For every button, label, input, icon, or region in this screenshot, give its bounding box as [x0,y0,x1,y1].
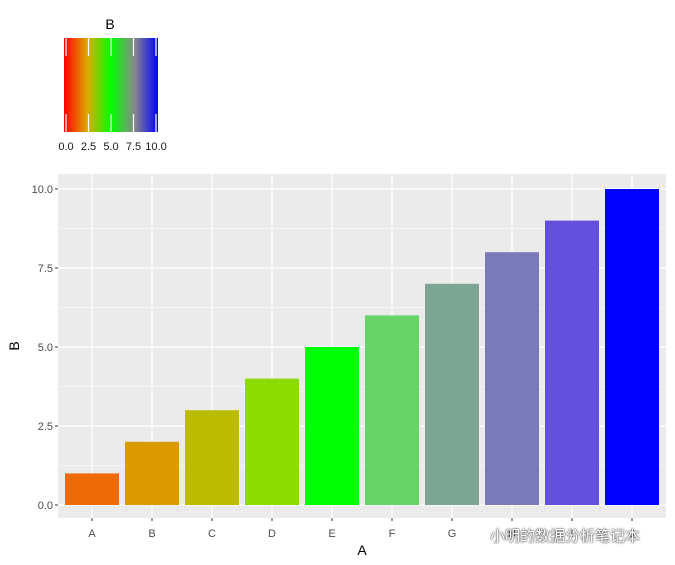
y-tick-label: 5.0 [38,342,53,354]
y-tick-label: 10.0 [32,184,53,196]
bar-G [425,283,479,505]
legend-ticks [65,38,157,132]
x-tick-label: C [208,528,216,540]
bar-D [245,378,299,505]
x-tick-label: B [148,528,155,540]
y-tick-label: 0.0 [38,500,53,512]
bars [65,189,659,505]
wechat-icon [465,526,485,543]
x-tick-label: F [389,528,396,540]
watermark-text: 小明的数据分析笔记本 [490,526,641,545]
x-tick-label: A [88,528,96,540]
y-tick-label: 7.5 [38,263,53,275]
watermark: 小明的数据分析笔记本 [465,524,640,546]
legend-labels: 0.0 2.5 5.0 7.5 10.0 [58,141,166,153]
legend-label: 7.5 [126,141,141,153]
bar-B [125,441,179,505]
bar-C [185,410,239,505]
legend-label: 5.0 [103,141,118,153]
legend-title: B [105,16,114,32]
bar-I [545,220,599,505]
legend-label: 2.5 [81,141,96,153]
y-tick-label: 2.5 [38,421,53,433]
x-tick-label: E [328,528,335,540]
y-axis-title: B [6,341,22,350]
bar-E [305,347,359,505]
x-tick-label: D [268,528,276,540]
x-axis-title: A [357,542,367,558]
x-tick-label: H [508,528,516,540]
x-tick-label: J [629,528,635,540]
legend-label: 0.0 [58,141,73,153]
bar-A [65,473,119,505]
x-axis: A B C D E F G H I J [88,518,635,540]
bar-H [485,252,539,505]
x-tick-label: G [448,528,457,540]
legend: B 0.0 2.5 5.0 7.5 10.0 [58,16,166,153]
bar-F [365,315,419,505]
legend-label: 10.0 [145,141,166,153]
bar-J [605,189,659,505]
y-axis: 0.0 2.5 5.0 7.5 10.0 [32,184,58,512]
x-tick-label: I [570,528,573,540]
